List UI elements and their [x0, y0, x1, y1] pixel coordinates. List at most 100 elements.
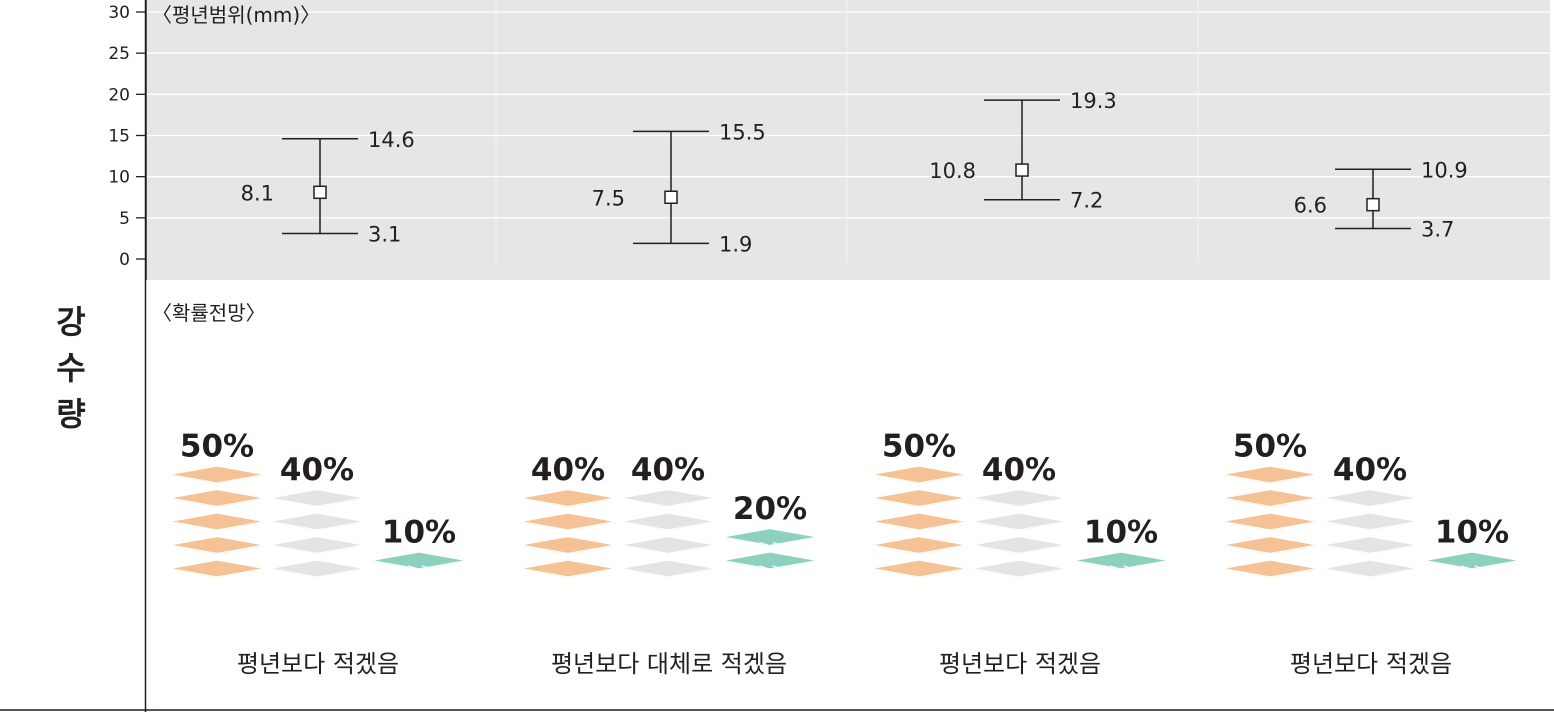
probability-blocks: 50% 40% 10% 40% 40% 20% 50% 40% 10% 50% 40% 10% — [169, 429, 1520, 579]
normal-slab — [620, 559, 716, 579]
below-slab — [169, 489, 265, 509]
below-slab — [1222, 512, 1318, 532]
below-percent-label: 50% — [882, 429, 956, 465]
below-slab — [871, 559, 967, 579]
hatch-line — [772, 541, 781, 546]
slab-top — [269, 559, 365, 578]
outlook-labels: 평년보다 적겠음 평년보다 대체로 적겠음 평년보다 적겠음 평년보다 적겠음 — [237, 650, 1452, 678]
normal-slab — [1322, 559, 1418, 579]
below-percent-label: 50% — [1233, 429, 1307, 465]
below-slab — [169, 536, 265, 556]
error-bars: 14.6 3.1 8.1 15.5 1.9 7.5 19.3 7.2 10.8 10.9 3.7 6.… — [241, 89, 1468, 256]
hatch-line — [745, 565, 755, 570]
high-value-label: 14.6 — [368, 128, 415, 152]
hatch-line — [759, 565, 768, 570]
below-slab — [1222, 559, 1318, 579]
normal-slab — [620, 512, 716, 532]
normal-slab — [620, 536, 716, 556]
mean-value-label: 6.6 — [1294, 194, 1327, 218]
hatch-line — [1123, 565, 1132, 570]
slab-top — [971, 559, 1067, 578]
above-slab — [1424, 551, 1520, 571]
slab-top — [620, 489, 716, 507]
side-label-char: 강 — [56, 303, 85, 341]
above-slab — [722, 528, 818, 548]
slab-top — [1222, 465, 1318, 484]
hatch-line — [381, 565, 390, 570]
hatch-line — [1150, 565, 1159, 570]
normal-slab — [620, 489, 716, 509]
slab-top — [871, 559, 967, 578]
hatch-line — [772, 565, 781, 570]
y-axis: 0 5 10 15 20 25 30 — [108, 0, 147, 280]
normal-slab — [971, 559, 1067, 579]
normal-percent-label: 40% — [982, 452, 1056, 488]
hatch-line — [421, 565, 430, 570]
y-tick-label: 10 — [108, 168, 130, 188]
slab-top — [620, 536, 716, 554]
outlook-label: 평년보다 대체로 적겠음 — [551, 650, 787, 678]
slab-top — [1322, 512, 1418, 531]
hatch-line — [1083, 565, 1092, 570]
slab-top — [722, 551, 818, 570]
below-slab — [520, 536, 616, 556]
normal-slab — [269, 536, 365, 556]
y-tick-label: 5 — [119, 209, 130, 229]
grid-lines — [146, 0, 1550, 262]
normal-slab — [269, 512, 365, 532]
error-bar: 10.9 3.7 6.6 — [1294, 158, 1468, 241]
above-percent-label: 20% — [733, 491, 807, 527]
hatch-line — [732, 541, 741, 546]
slab-top — [520, 512, 616, 531]
outlook-label: 평년보다 적겠음 — [237, 650, 399, 678]
y-tick-label: 0 — [119, 250, 130, 270]
below-slab — [520, 559, 616, 579]
high-value-label: 10.9 — [1421, 158, 1468, 182]
hatch-line — [1487, 565, 1497, 570]
below-slab — [871, 489, 967, 509]
above-slab — [1073, 551, 1169, 571]
slab-top — [269, 489, 365, 507]
normal-slab — [269, 489, 365, 509]
below-percent-label: 40% — [531, 452, 605, 488]
mean-marker — [664, 190, 678, 204]
slab-top — [169, 536, 265, 554]
slab-top — [269, 512, 365, 531]
below-slab — [1222, 489, 1318, 509]
slab-top — [1222, 489, 1318, 507]
low-value-label: 3.7 — [1421, 218, 1454, 242]
slab-top — [169, 559, 265, 578]
slab-top — [269, 536, 365, 554]
below-slab — [520, 489, 616, 509]
normal-slab — [1322, 536, 1418, 556]
hatch-line — [785, 565, 795, 570]
slab-top — [1222, 512, 1318, 531]
above-percent-label: 10% — [1435, 515, 1509, 551]
hatch-line — [1501, 565, 1510, 570]
hatch-line — [394, 565, 404, 570]
hatch-line — [799, 565, 808, 570]
slab-top — [169, 489, 265, 507]
hatch-line — [1447, 565, 1457, 570]
normal-percent-label: 40% — [631, 452, 705, 488]
hatch-line — [1110, 565, 1119, 570]
below-slab — [169, 559, 265, 579]
side-label-char: 량 — [56, 395, 85, 433]
error-bar: 19.3 7.2 10.8 — [929, 89, 1117, 213]
hatch-line — [434, 565, 444, 570]
below-slab — [169, 465, 265, 485]
slab-top — [871, 489, 967, 507]
outlook-label: 평년보다 적겠음 — [939, 650, 1101, 678]
probability-title: 〈확률전망〉 — [152, 301, 266, 325]
mean-marker — [1015, 163, 1029, 177]
slab-top — [1222, 536, 1318, 554]
slab-top — [971, 489, 1067, 507]
hatch-line — [799, 541, 808, 546]
y-tick-label: 25 — [108, 44, 130, 64]
low-value-label: 3.1 — [368, 222, 401, 246]
hatch-line — [1096, 565, 1106, 570]
normal-slab — [971, 536, 1067, 556]
above-percent-label: 10% — [1084, 515, 1158, 551]
hatch-line — [785, 541, 795, 546]
